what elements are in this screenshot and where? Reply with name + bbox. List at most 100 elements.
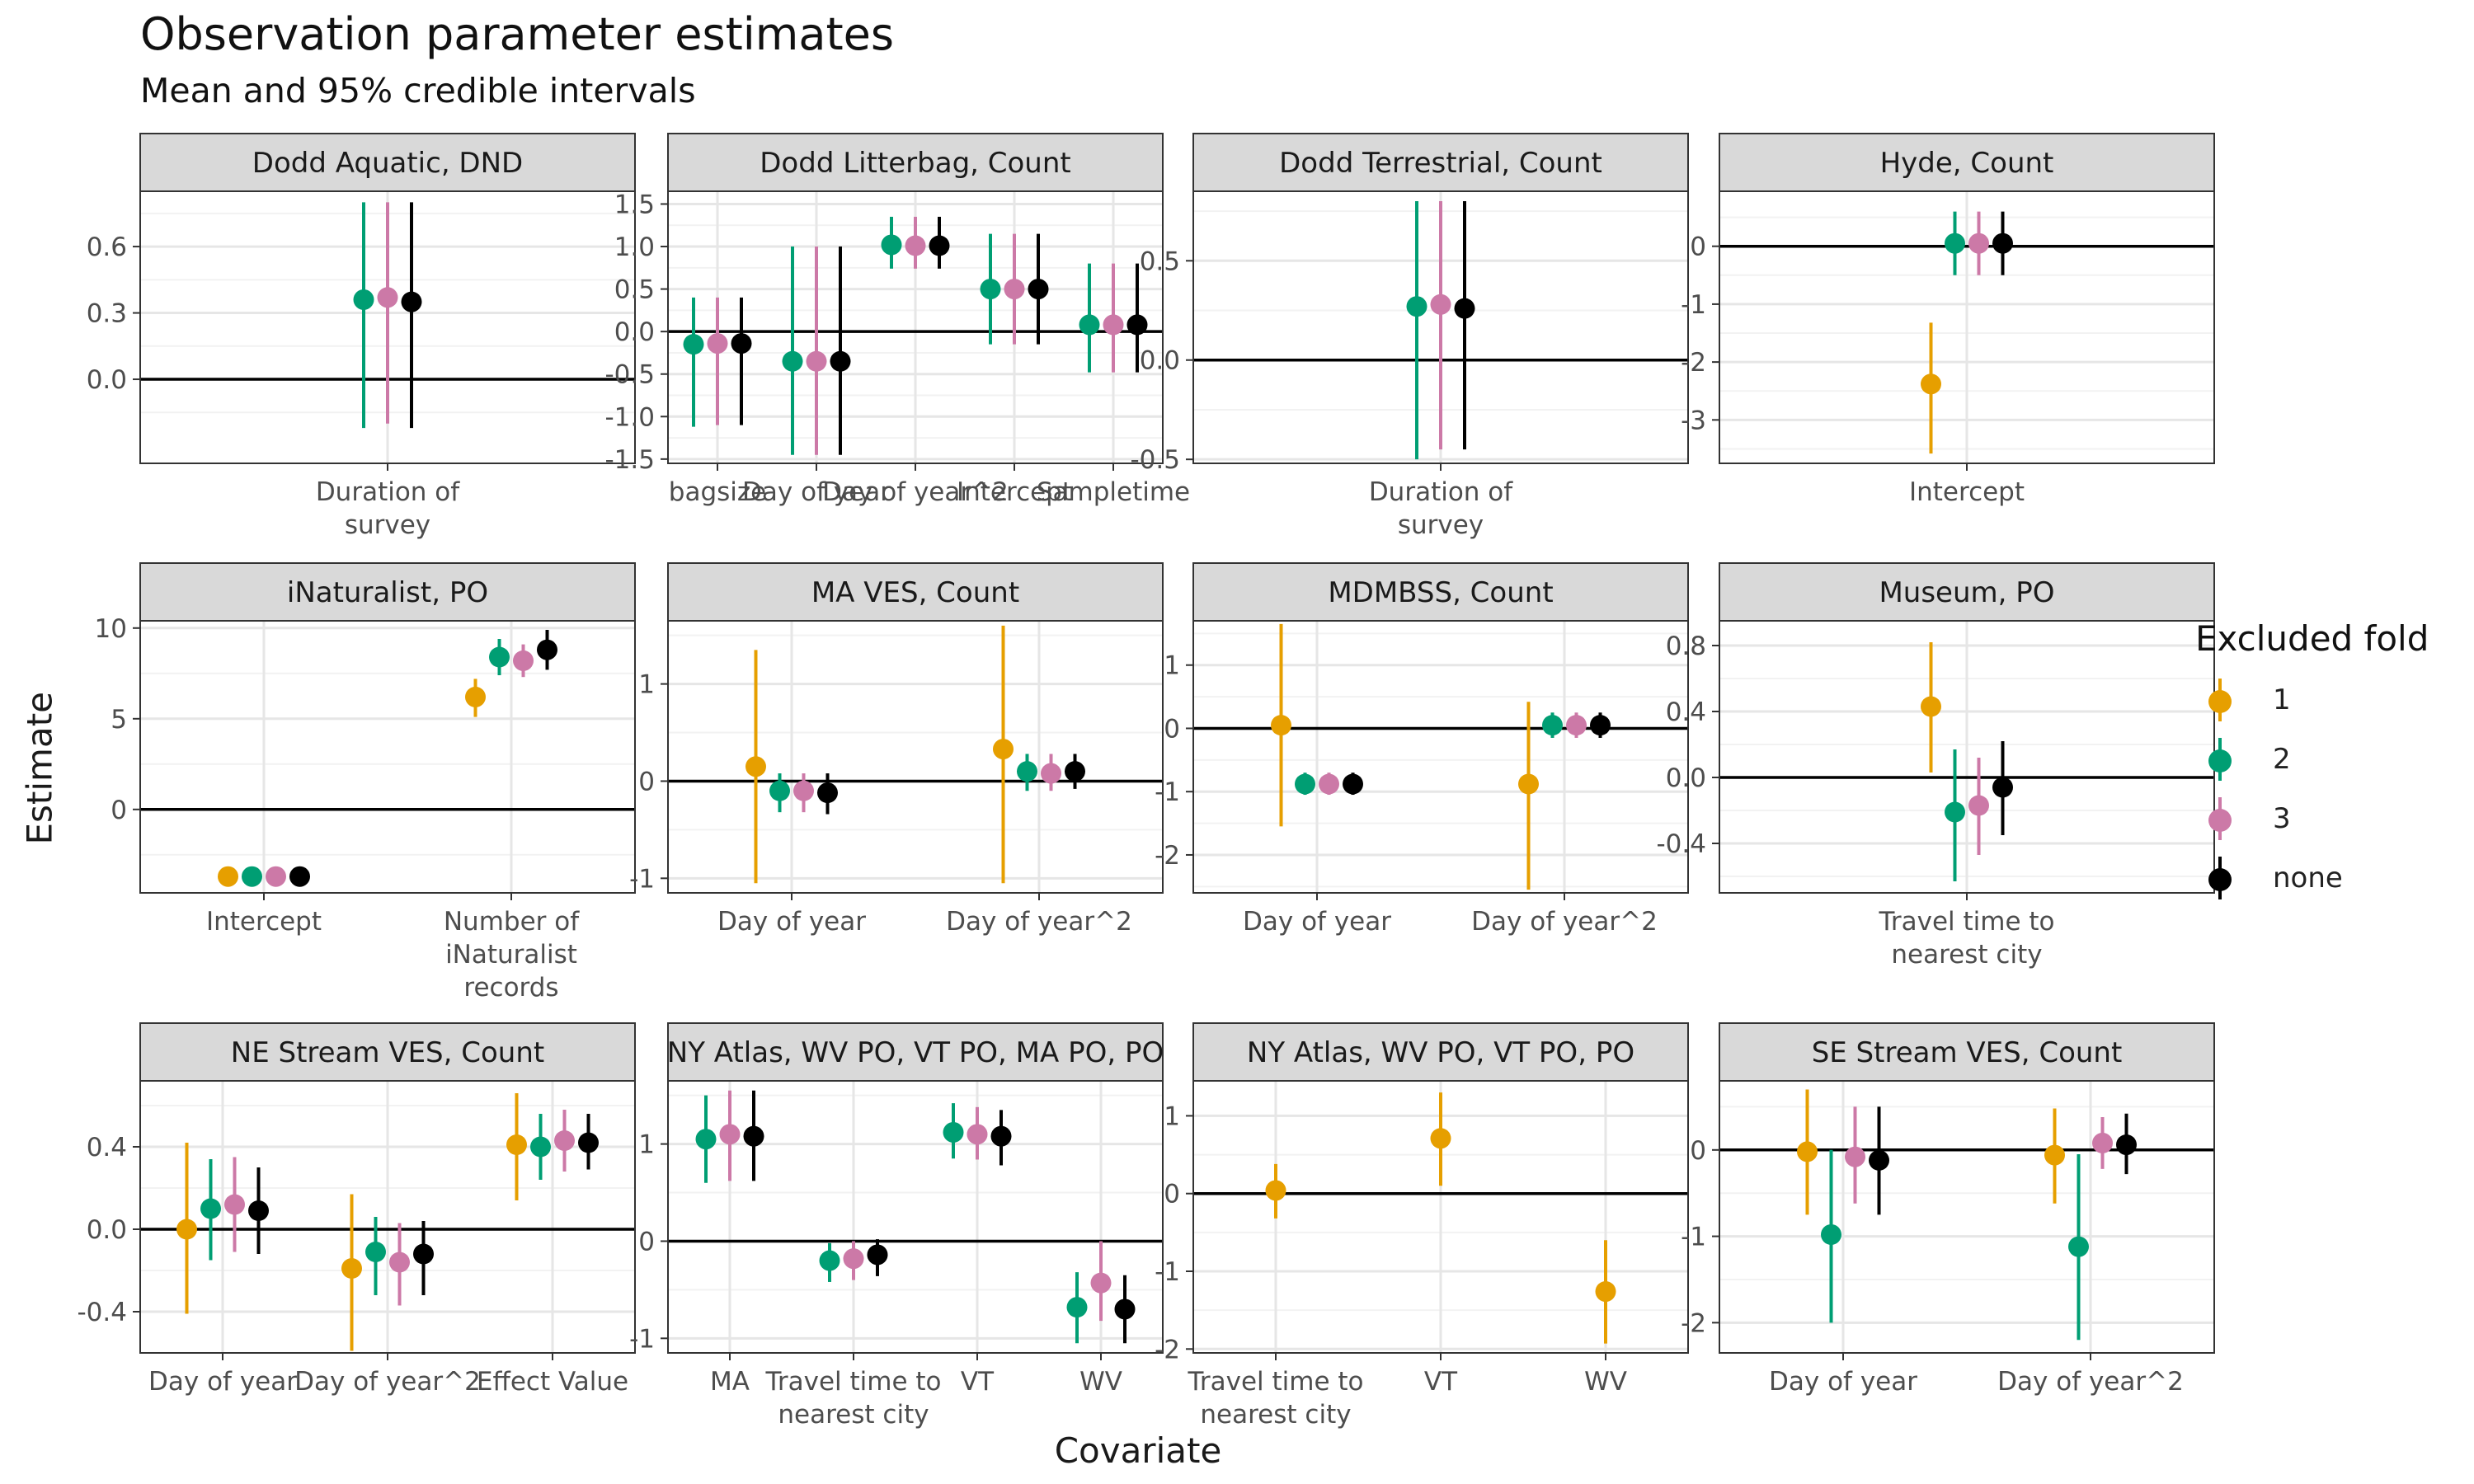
legend-key-1 xyxy=(2195,675,2245,725)
estimate-point xyxy=(1265,1180,1286,1201)
y-tick-label: 0 xyxy=(638,767,655,796)
estimate-point xyxy=(1921,373,1941,395)
pointranges xyxy=(745,625,1085,884)
estimate-point xyxy=(1968,795,1989,816)
estimate-point xyxy=(1004,279,1025,300)
estimate-point xyxy=(465,686,486,707)
y-tick-label: 0.0 xyxy=(614,317,655,347)
x-tick-label: Duration of survey xyxy=(316,477,460,540)
x-tick-label: Day of year^2 xyxy=(294,1367,481,1397)
estimate-point xyxy=(530,1136,551,1158)
facet-strip: SE Stream VES, Count xyxy=(1719,1022,2215,1082)
pointranges xyxy=(353,202,422,429)
estimate-point xyxy=(1430,294,1451,315)
estimate-point xyxy=(1992,232,2013,254)
x-tick-label: WV xyxy=(1079,1367,1122,1397)
estimate-point xyxy=(867,1244,888,1266)
estimate-point xyxy=(1590,715,1611,736)
estimate-point xyxy=(745,756,766,777)
strip-background xyxy=(667,133,1164,192)
estimate-point xyxy=(929,235,950,256)
legend-item-3: 3 xyxy=(2195,789,2467,848)
legend-label-1: 1 xyxy=(2273,683,2291,716)
x-tick-label: Travel time to nearest city xyxy=(1878,907,2054,970)
estimate-point xyxy=(1406,296,1427,317)
pointranges xyxy=(695,1090,1136,1344)
x-tick-label: Day of year xyxy=(148,1367,297,1397)
pointranges xyxy=(1265,1092,1616,1344)
estimate-point xyxy=(1542,715,1563,736)
estimate-point xyxy=(1945,232,1965,254)
estimate-point xyxy=(769,780,790,801)
facet-strip: Dodd Litterbag, Count xyxy=(667,133,1164,192)
pointranges xyxy=(218,630,557,887)
y-tick-label: 0 xyxy=(111,796,127,825)
y-tick-label: 0.8 xyxy=(1666,632,1706,661)
x-tick-label: MA xyxy=(710,1367,750,1397)
y-tick-label: -1 xyxy=(629,1324,655,1354)
estimate-point xyxy=(695,1129,717,1150)
estimate-point xyxy=(990,1125,1012,1147)
estimate-point xyxy=(200,1198,221,1219)
panel-background xyxy=(140,621,635,893)
estimate-point xyxy=(817,782,838,804)
strip-label: Dodd Aquatic, DND xyxy=(252,147,523,180)
estimate-point xyxy=(1028,279,1049,300)
estimate-point xyxy=(513,650,534,671)
strip-label: SE Stream VES, Count xyxy=(1812,1036,2123,1069)
strip-background xyxy=(139,133,636,192)
estimate-point xyxy=(819,1250,840,1271)
estimate-point xyxy=(242,866,262,887)
strip-background xyxy=(667,1022,1164,1082)
strip-background xyxy=(139,1022,636,1082)
y-tick-label: -1 xyxy=(1155,777,1180,807)
facet-panel: MA VES, Count -1 0 1 Day of year Day of year^… xyxy=(629,562,1164,937)
legend: Excluded fold 1 2 3 none xyxy=(2195,618,2467,908)
y-tick-label: 10 xyxy=(95,614,127,644)
x-tick-label: Day of year^2 xyxy=(946,907,1132,937)
y-tick-label: -1.5 xyxy=(605,445,656,475)
pointranges xyxy=(1271,623,1611,890)
x-tick-label: Intercept xyxy=(957,477,1072,507)
panel-background xyxy=(1719,1081,2214,1353)
x-tick-label: Day of year^2 xyxy=(822,477,1009,507)
chart-subtitle: Mean and 95% credible intervals xyxy=(140,71,696,110)
strip-label: MA VES, Count xyxy=(811,576,1019,609)
facet-panel: MDMBSS, Count -2 -1 0 1 Day of year Day of yea… xyxy=(1155,562,1689,937)
estimate-point xyxy=(1992,777,2013,798)
y-tick-label: -2 xyxy=(1681,1308,1706,1338)
strip-label: NE Stream VES, Count xyxy=(231,1036,544,1069)
estimate-point xyxy=(365,1242,386,1262)
estimate-point xyxy=(967,1124,988,1145)
estimate-point xyxy=(2116,1134,2137,1156)
estimate-point xyxy=(578,1132,599,1153)
y-tick-label: 0 xyxy=(638,1227,655,1256)
x-tick-label: WV xyxy=(1584,1367,1627,1397)
pointranges xyxy=(1921,642,2013,881)
facet-strip: iNaturalist, PO xyxy=(139,562,636,622)
legend-label-none: none xyxy=(2273,862,2343,895)
strip-label: iNaturalist, PO xyxy=(287,576,488,609)
facet-panel: Hyde, Count -3 -2 -1 0 Intercept xyxy=(1681,133,2215,507)
estimate-point xyxy=(1343,773,1363,795)
estimate-point xyxy=(401,291,422,312)
y-tick-label: -0.4 xyxy=(78,1298,128,1327)
strip-background xyxy=(1719,1022,2215,1082)
facet-strip: MDMBSS, Count xyxy=(1192,562,1689,622)
estimate-point xyxy=(793,780,814,801)
estimate-point xyxy=(1454,298,1475,319)
y-tick-label: 0.0 xyxy=(87,1215,127,1245)
y-tick-label: 0.6 xyxy=(87,232,127,262)
estimate-point xyxy=(341,1258,362,1279)
x-tick-label: Day of year xyxy=(1769,1367,1917,1397)
y-tick-label: -1 xyxy=(1155,1257,1180,1287)
estimate-point xyxy=(2068,1236,2089,1257)
pointranges xyxy=(1797,1089,2137,1341)
estimate-point xyxy=(830,350,851,372)
y-tick-label: -0.5 xyxy=(605,360,656,390)
x-tick-label: Travel time to nearest city xyxy=(1187,1367,1363,1430)
x-tick-label: Sampletime xyxy=(1037,477,1190,507)
facet-panel: SE Stream VES, Count -2 -1 0 Day of year Day … xyxy=(1681,1022,2215,1397)
estimate-point xyxy=(413,1243,434,1265)
y-tick-label: -1 xyxy=(629,864,655,894)
